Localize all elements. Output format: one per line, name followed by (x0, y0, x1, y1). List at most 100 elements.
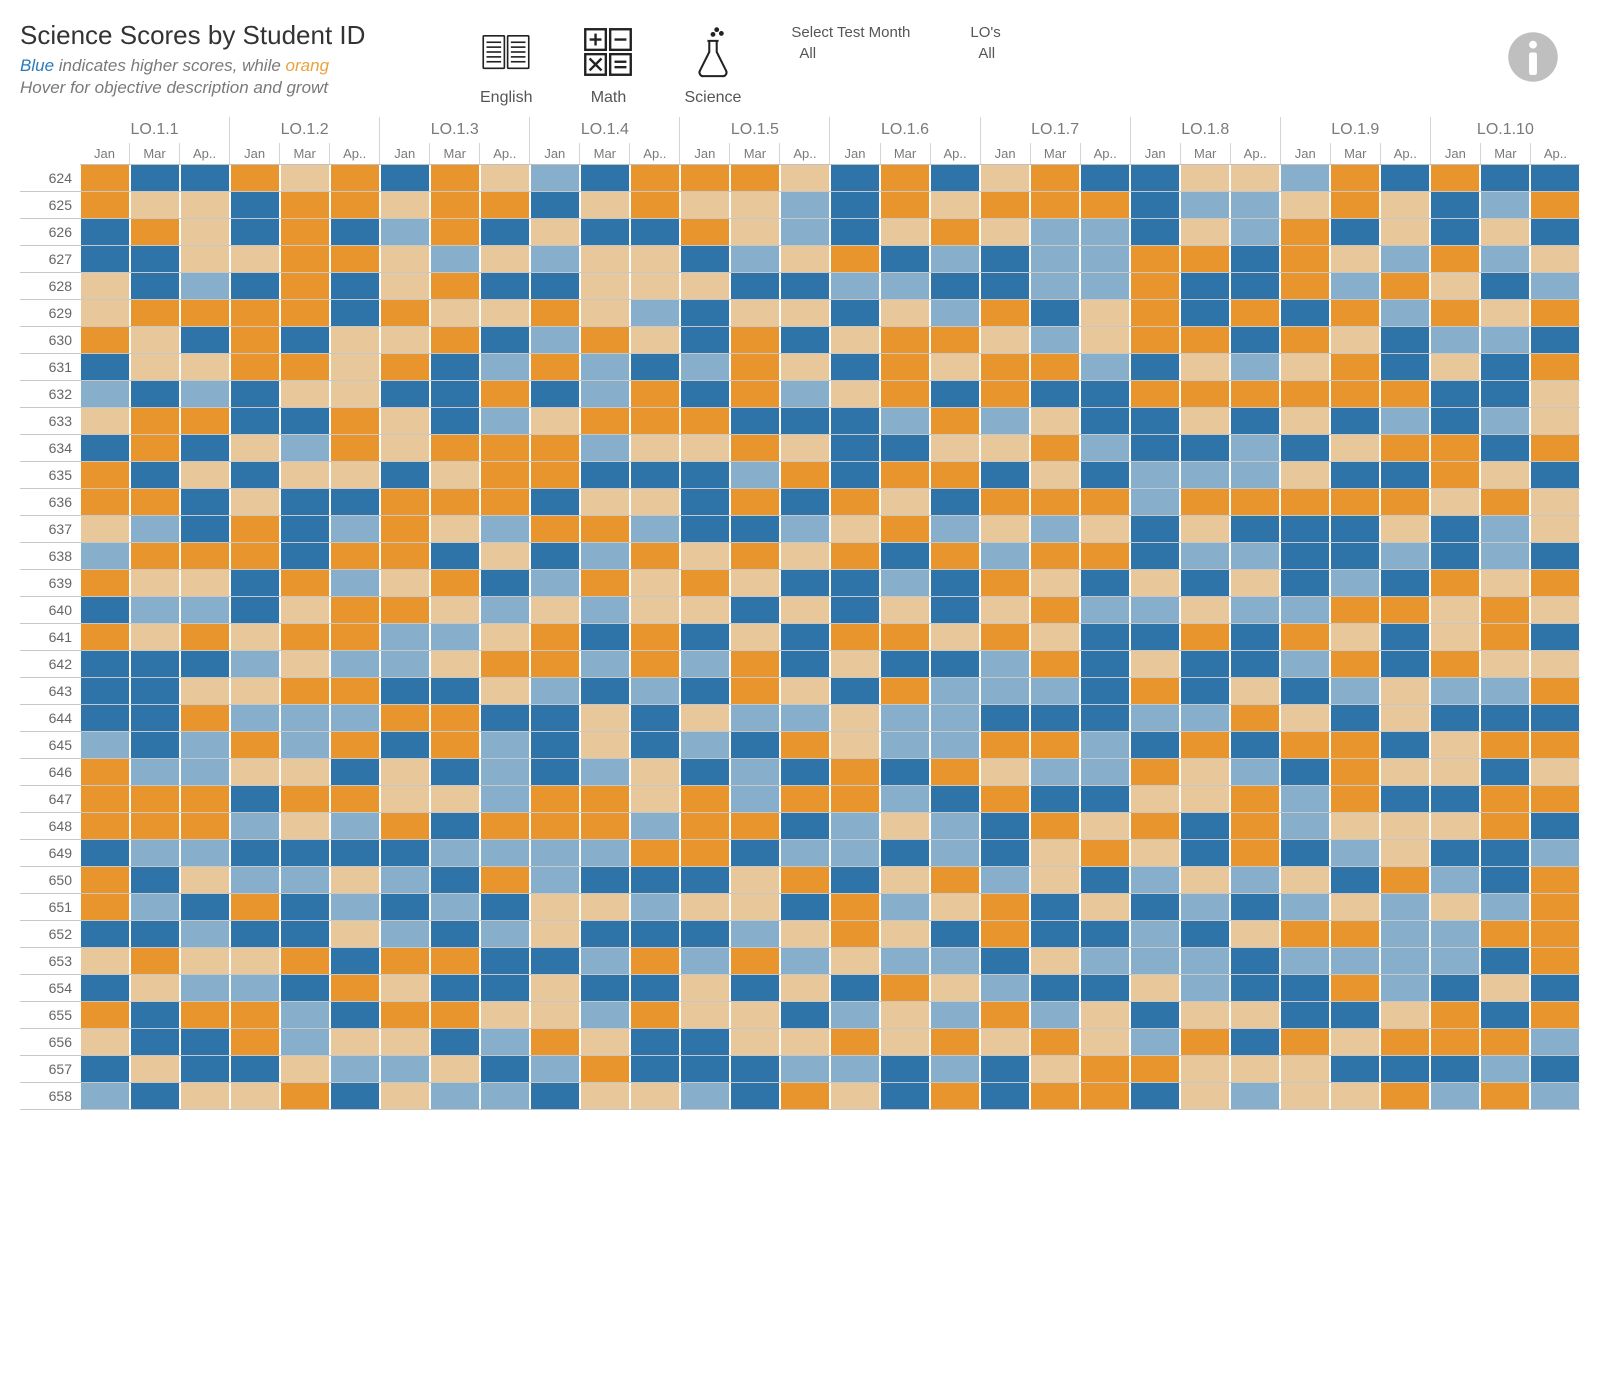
heatmap-cell[interactable] (1530, 705, 1580, 731)
heatmap-cell[interactable] (530, 732, 580, 758)
heatmap-cell[interactable] (480, 840, 530, 866)
heatmap-cell[interactable] (780, 759, 830, 785)
heatmap-cell[interactable] (780, 597, 830, 623)
heatmap-cell[interactable] (430, 678, 480, 704)
heatmap-cell[interactable] (730, 408, 780, 434)
heatmap-cell[interactable] (1280, 705, 1330, 731)
heatmap-cell[interactable] (880, 732, 930, 758)
heatmap-cell[interactable] (1080, 300, 1130, 326)
heatmap-cell[interactable] (980, 975, 1030, 1001)
heatmap-cell[interactable] (80, 894, 130, 920)
heatmap-cell[interactable] (130, 921, 180, 947)
heatmap-cell[interactable] (430, 1029, 480, 1055)
heatmap-cell[interactable] (780, 975, 830, 1001)
heatmap-cell[interactable] (480, 408, 530, 434)
heatmap-cell[interactable] (1280, 570, 1330, 596)
heatmap-cell[interactable] (380, 165, 430, 191)
heatmap-cell[interactable] (1380, 651, 1430, 677)
heatmap-cell[interactable] (1330, 651, 1380, 677)
heatmap-cell[interactable] (830, 1083, 880, 1109)
heatmap-cell[interactable] (780, 570, 830, 596)
heatmap-cell[interactable] (1480, 543, 1530, 569)
heatmap-cell[interactable] (1480, 678, 1530, 704)
heatmap-cell[interactable] (1080, 975, 1130, 1001)
heatmap-cell[interactable] (680, 435, 730, 461)
heatmap-cell[interactable] (680, 624, 730, 650)
heatmap-cell[interactable] (330, 651, 380, 677)
heatmap-cell[interactable] (1230, 570, 1280, 596)
heatmap-cell[interactable] (630, 489, 680, 515)
heatmap-cell[interactable] (730, 165, 780, 191)
heatmap-cell[interactable] (630, 624, 680, 650)
heatmap-cell[interactable] (880, 840, 930, 866)
heatmap-cell[interactable] (930, 678, 980, 704)
heatmap-cell[interactable] (280, 840, 330, 866)
heatmap-cell[interactable] (930, 1083, 980, 1109)
heatmap-cell[interactable] (880, 192, 930, 218)
heatmap-cell[interactable] (1530, 813, 1580, 839)
heatmap-cell[interactable] (630, 1029, 680, 1055)
heatmap-cell[interactable] (330, 462, 380, 488)
heatmap-cell[interactable] (630, 597, 680, 623)
heatmap-cell[interactable] (680, 570, 730, 596)
heatmap-cell[interactable] (230, 894, 280, 920)
heatmap-cell[interactable] (530, 948, 580, 974)
heatmap-cell[interactable] (1530, 192, 1580, 218)
heatmap-cell[interactable] (480, 597, 530, 623)
heatmap-cell[interactable] (1080, 840, 1130, 866)
heatmap-cell[interactable] (680, 678, 730, 704)
heatmap-cell[interactable] (1230, 1002, 1280, 1028)
heatmap-cell[interactable] (980, 246, 1030, 272)
heatmap-cell[interactable] (580, 1056, 630, 1082)
heatmap-cell[interactable] (1530, 732, 1580, 758)
heatmap-cell[interactable] (80, 489, 130, 515)
heatmap-cell[interactable] (880, 1056, 930, 1082)
heatmap-cell[interactable] (330, 1029, 380, 1055)
heatmap-cell[interactable] (1080, 678, 1130, 704)
heatmap-cell[interactable] (530, 570, 580, 596)
heatmap-cell[interactable] (680, 543, 730, 569)
heatmap-cell[interactable] (280, 921, 330, 947)
heatmap-cell[interactable] (580, 732, 630, 758)
heatmap-cell[interactable] (330, 570, 380, 596)
heatmap-cell[interactable] (1480, 759, 1530, 785)
heatmap-cell[interactable] (430, 894, 480, 920)
heatmap-cell[interactable] (730, 1056, 780, 1082)
heatmap-cell[interactable] (830, 543, 880, 569)
month-header[interactable]: Ap.. (779, 143, 829, 164)
heatmap-cell[interactable] (1530, 570, 1580, 596)
heatmap-cell[interactable] (480, 246, 530, 272)
heatmap-cell[interactable] (730, 597, 780, 623)
heatmap-cell[interactable] (80, 678, 130, 704)
heatmap-cell[interactable] (1530, 381, 1580, 407)
heatmap-cell[interactable] (530, 1029, 580, 1055)
heatmap-cell[interactable] (980, 408, 1030, 434)
heatmap-cell[interactable] (1430, 1002, 1480, 1028)
heatmap-cell[interactable] (1530, 219, 1580, 245)
heatmap-cell[interactable] (1080, 813, 1130, 839)
heatmap-cell[interactable] (80, 327, 130, 353)
heatmap-cell[interactable] (1480, 462, 1530, 488)
heatmap-cell[interactable] (680, 867, 730, 893)
heatmap-cell[interactable] (180, 165, 230, 191)
heatmap-cell[interactable] (980, 894, 1030, 920)
heatmap-cell[interactable] (730, 327, 780, 353)
heatmap-cell[interactable] (1330, 570, 1380, 596)
heatmap-cell[interactable] (1330, 840, 1380, 866)
heatmap-cell[interactable] (930, 489, 980, 515)
heatmap-cell[interactable] (530, 516, 580, 542)
heatmap-cell[interactable] (430, 921, 480, 947)
heatmap-cell[interactable] (180, 516, 230, 542)
heatmap-cell[interactable] (1180, 651, 1230, 677)
heatmap-cell[interactable] (1380, 786, 1430, 812)
heatmap-cell[interactable] (1380, 813, 1430, 839)
month-header[interactable]: Jan (229, 143, 279, 164)
heatmap-cell[interactable] (230, 840, 280, 866)
heatmap-cell[interactable] (1030, 219, 1080, 245)
heatmap-cell[interactable] (1330, 1056, 1380, 1082)
heatmap-cell[interactable] (130, 1002, 180, 1028)
heatmap-cell[interactable] (1430, 435, 1480, 461)
heatmap-cell[interactable] (580, 543, 630, 569)
heatmap-cell[interactable] (930, 1002, 980, 1028)
heatmap-cell[interactable] (1030, 246, 1080, 272)
